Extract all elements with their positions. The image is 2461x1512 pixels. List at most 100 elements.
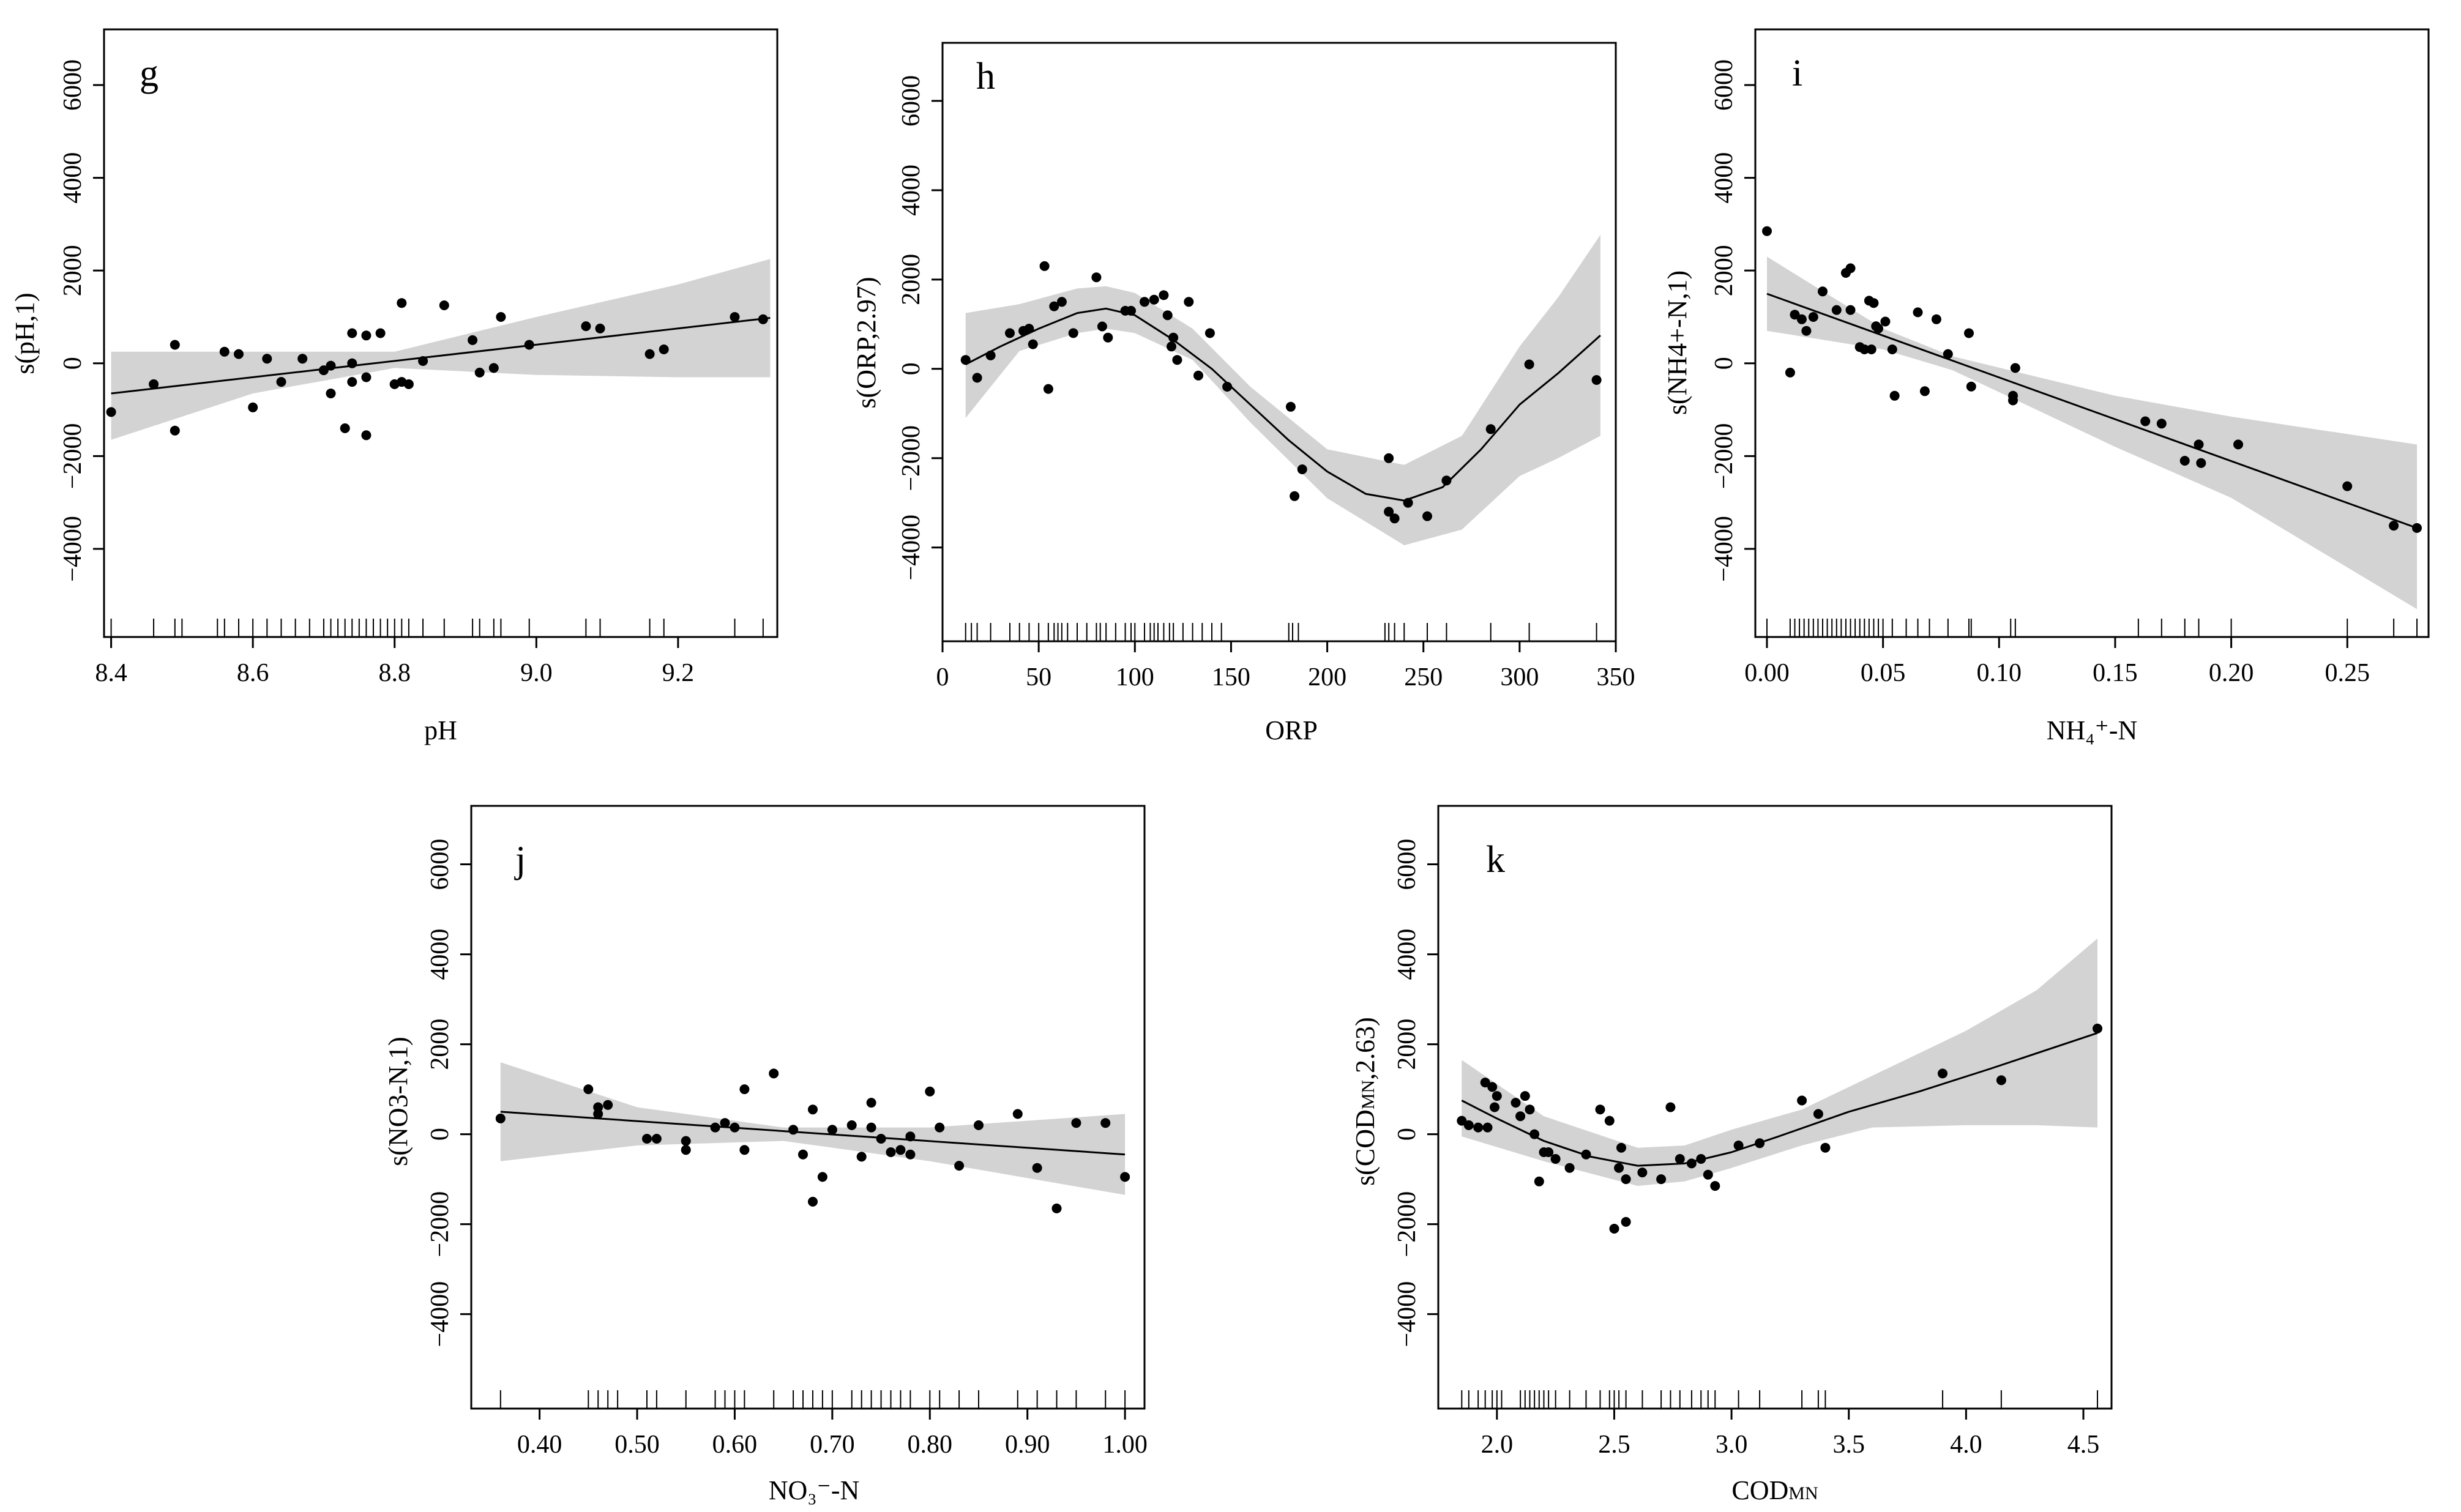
x-tick-label: 2.5: [1598, 1431, 1630, 1459]
x-tick-label: 0.15: [2093, 659, 2138, 687]
data-point: [496, 312, 506, 322]
data-point: [935, 1122, 945, 1133]
data-point: [1845, 263, 1856, 274]
data-point: [681, 1136, 691, 1146]
data-point: [1100, 1118, 1111, 1128]
data-point: [1389, 513, 1400, 524]
data-point: [1686, 1158, 1697, 1169]
fitted-curve: [1766, 292, 2418, 529]
data-point: [1297, 464, 1307, 474]
data-point: [895, 1145, 906, 1155]
x-tick-label: 3.5: [1832, 1431, 1865, 1459]
data-point: [1637, 1168, 1648, 1178]
x-tick-label: 0.25: [2325, 659, 2370, 687]
data-point: [1550, 1154, 1561, 1164]
panel-k: 2.0 2.5 3.0 3.5 4.0 4.5 −4000 −2000 0 2000 4000 600…: [1350, 805, 2113, 1505]
data-point: [397, 298, 407, 308]
panel-letter: g: [140, 53, 159, 94]
x-tick-label: 0.10: [1977, 659, 2022, 687]
data-point: [1873, 323, 1883, 333]
y-tick-label: 4000: [1393, 929, 1421, 980]
data-point: [1808, 312, 1818, 322]
data-point: [524, 340, 534, 350]
data-point: [361, 330, 372, 341]
panel-letter: i: [1792, 53, 1802, 94]
data-point: [1797, 1095, 1807, 1106]
plot-frame: [103, 28, 779, 638]
y-tick-label: 6000: [897, 75, 925, 127]
data-point: [1482, 1122, 1493, 1133]
data-point: [1665, 1102, 1676, 1112]
data-point: [1290, 491, 1300, 501]
y-tick-label: 0: [59, 357, 87, 370]
x-tick-label: 50: [1026, 663, 1051, 691]
y-tick-label: 2000: [426, 1019, 454, 1070]
data-point: [1012, 1109, 1023, 1119]
data-point: [642, 1134, 652, 1144]
data-point: [960, 355, 971, 365]
data-point: [2196, 458, 2206, 468]
data-point: [808, 1104, 818, 1115]
x-tick-label: 1.00: [1102, 1431, 1148, 1459]
data-point: [248, 402, 258, 412]
data-point: [1473, 1122, 1484, 1133]
panel-letter: j: [514, 839, 526, 881]
data-point: [925, 1086, 935, 1097]
y-tick-label: 0: [1393, 1128, 1421, 1141]
y-tick-label: 6000: [1393, 839, 1421, 890]
data-point: [1120, 1172, 1130, 1182]
data-point: [886, 1147, 896, 1157]
data-point: [1032, 1163, 1042, 1173]
data-point: [1172, 355, 1182, 365]
data-point: [1675, 1154, 1685, 1164]
data-point: [1621, 1216, 1631, 1227]
data-point: [581, 321, 591, 332]
data-point: [1463, 1120, 1474, 1130]
plot-frame: [941, 42, 1617, 642]
data-point: [2156, 419, 2167, 429]
data-point: [1457, 1115, 1467, 1126]
x-tick-label: 0.00: [1744, 659, 1790, 687]
data-point: [1103, 332, 1113, 343]
data-point: [1184, 297, 1194, 307]
data-point: [769, 1068, 779, 1079]
data-point: [170, 425, 180, 436]
plot-frame: [1437, 805, 2113, 1410]
y-tick-label: −4000: [59, 516, 87, 582]
x-axis-label: pH: [424, 715, 457, 745]
data-point: [1520, 1091, 1530, 1101]
data-point: [2008, 395, 2018, 406]
y-tick-label: 2000: [897, 254, 925, 305]
x-axis-label: NH₄⁺-N: [2047, 715, 2138, 745]
data-point: [1492, 1091, 1502, 1101]
data-point: [1168, 332, 1179, 343]
data-point: [1696, 1154, 1706, 1164]
data-point: [326, 389, 336, 398]
x-tick-label: 9.0: [520, 659, 553, 687]
y-tick-label: 6000: [426, 839, 454, 890]
data-point: [495, 1113, 506, 1123]
x-tick-label: 8.4: [95, 659, 127, 687]
data-point: [1384, 453, 1394, 463]
fitted-curve: [111, 317, 771, 395]
data-point: [1703, 1169, 1713, 1180]
data-point: [985, 350, 996, 360]
y-axis-label: s(pH,1): [10, 292, 40, 374]
data-point: [1931, 314, 1941, 324]
data-point: [659, 344, 669, 354]
data-point: [1831, 305, 1842, 315]
y-axis-label: s(NO3-N,1): [383, 1037, 413, 1166]
confidence-band: [1767, 256, 2417, 609]
data-point: [1071, 1118, 1081, 1128]
y-tick-label: −4000: [426, 1281, 454, 1347]
data-point: [905, 1131, 916, 1142]
data-point: [1616, 1142, 1626, 1153]
data-point: [730, 312, 740, 322]
data-point: [1964, 328, 1974, 338]
y-tick-label: 0: [1710, 357, 1738, 370]
data-point: [2140, 416, 2151, 426]
data-point: [856, 1152, 867, 1162]
data-point: [149, 379, 159, 389]
y-axis-label: s(CODMN,2.63): [1350, 1017, 1380, 1186]
data-point: [1422, 511, 1432, 521]
